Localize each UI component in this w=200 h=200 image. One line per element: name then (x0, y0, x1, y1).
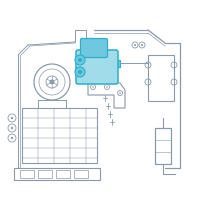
Circle shape (75, 55, 85, 65)
Circle shape (78, 70, 82, 74)
Bar (155, 128, 171, 164)
Circle shape (141, 44, 143, 46)
Circle shape (11, 127, 13, 129)
Bar (56, 170, 70, 178)
Circle shape (92, 86, 94, 88)
Circle shape (106, 86, 108, 88)
Circle shape (11, 117, 13, 119)
Circle shape (11, 137, 13, 139)
Circle shape (78, 58, 82, 62)
Bar (20, 170, 34, 178)
FancyBboxPatch shape (80, 38, 108, 58)
Bar (113, 60, 120, 67)
FancyBboxPatch shape (76, 50, 118, 84)
Bar (74, 170, 88, 178)
Circle shape (119, 92, 121, 94)
Circle shape (75, 67, 85, 77)
Bar (38, 170, 52, 178)
Circle shape (50, 79, 54, 84)
Bar (148, 55, 174, 101)
Circle shape (134, 44, 136, 46)
